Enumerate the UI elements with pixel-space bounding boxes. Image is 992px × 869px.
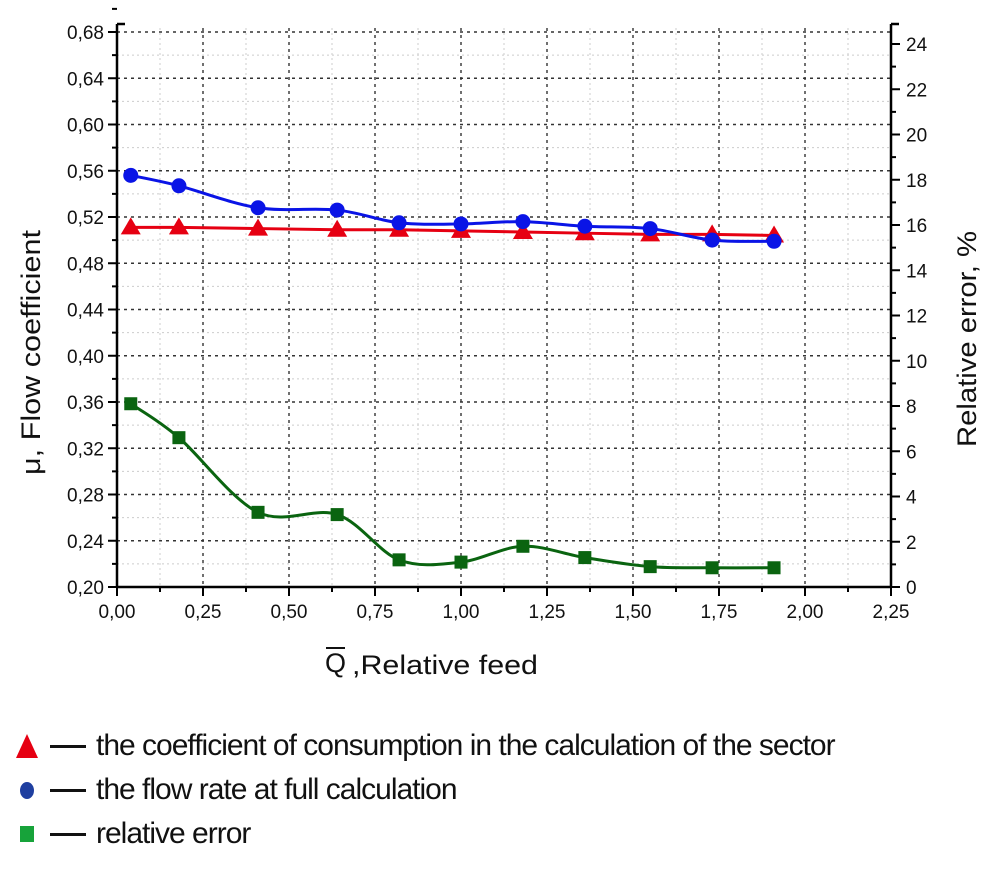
data-point-triangle xyxy=(512,222,533,240)
data-point-circle xyxy=(766,233,782,249)
x-tick-label: 1,50 xyxy=(615,602,652,623)
data-point-square xyxy=(705,561,719,575)
x-axis-symbol: Q xyxy=(325,648,346,678)
y2-tick-label: 18 xyxy=(906,171,927,192)
legend-item: the coefficient of consumption in the ca… xyxy=(14,724,836,768)
data-point-square xyxy=(578,551,592,565)
y2-tick-label: 22 xyxy=(906,80,927,101)
data-point-square xyxy=(251,505,265,519)
x-tick-label: 0,75 xyxy=(357,602,394,623)
legend: the coefficient of consumption in the ca… xyxy=(14,724,836,856)
x-tick-label: 0,50 xyxy=(271,602,308,623)
y-tick-label: 0,56 xyxy=(67,162,104,183)
x-tick-label: 2,25 xyxy=(873,602,910,623)
y2-tick-label: 24 xyxy=(906,35,928,56)
green-square-icon xyxy=(20,826,34,842)
y-axis-label: μ, Flow coefficient xyxy=(16,229,46,475)
chart: 0,00 0,25 0,50 0,75 1,00 1,25 1,50 1,75 2,00 2,25… xyxy=(16,7,982,680)
legend-label: the flow rate at full calculation xyxy=(96,773,458,806)
legend-dash xyxy=(50,744,86,748)
data-point-circle xyxy=(577,218,593,234)
y-tick-label: 0,40 xyxy=(67,347,104,368)
y2-tick-label: 12 xyxy=(906,307,927,328)
red-triangle-icon xyxy=(16,734,38,758)
blue-circle-icon xyxy=(20,781,34,799)
data-point-circle xyxy=(171,178,187,194)
y2-tick-label: 2 xyxy=(906,533,917,554)
data-point-circle xyxy=(329,202,345,218)
data-point-square xyxy=(124,397,138,411)
data-point-circle xyxy=(704,232,720,248)
data-point-circle xyxy=(453,216,469,232)
y2-axis-label: Relative error, % xyxy=(952,231,982,447)
y-tick-label: 0,36 xyxy=(67,393,104,414)
legend-label: relative error xyxy=(96,817,251,850)
data-point-triangle xyxy=(168,217,189,235)
data-point-triangle xyxy=(327,219,348,237)
data-point-square xyxy=(643,560,657,574)
x-tick-label: 0,25 xyxy=(185,602,222,623)
y-tick-label: 0,64 xyxy=(67,69,104,90)
x-tick-label: 2,00 xyxy=(787,602,824,623)
y2-tick-label: 0 xyxy=(906,578,917,599)
x-tick-label: 1,25 xyxy=(529,602,566,623)
legend-label: the coefficient of consumption in the ca… xyxy=(96,729,836,762)
data-point-square xyxy=(767,561,781,575)
data-point-circle xyxy=(642,221,658,237)
legend-dash xyxy=(50,788,86,792)
y-tick-label: 0,28 xyxy=(67,486,104,507)
legend-item: the flow rate at full calculation xyxy=(14,768,835,812)
y-tick-label: 0,20 xyxy=(67,578,104,599)
data-point-square xyxy=(392,553,406,567)
x-tick-label: 1,75 xyxy=(701,602,738,623)
data-point-circle xyxy=(123,167,139,183)
y-tick-label: 0,24 xyxy=(67,532,104,553)
x-tick-label: 0,00 xyxy=(99,602,136,623)
data-point-square xyxy=(454,555,468,569)
data-point-square xyxy=(516,539,530,553)
y2-tick-label: 20 xyxy=(906,126,927,147)
data-point-square xyxy=(330,508,344,522)
x-axis-label: ,Relative feed xyxy=(352,650,538,680)
series-line-square xyxy=(129,402,775,570)
y-tick-label: 0,68 xyxy=(67,23,104,44)
legend-item: relative error xyxy=(14,812,835,856)
data-point-circle xyxy=(515,214,531,230)
data-point-circle xyxy=(250,200,266,216)
series-layer xyxy=(120,167,785,575)
y2-tick-label: 10 xyxy=(906,352,927,373)
legend-dash xyxy=(50,832,86,836)
y-tick-label: 0,52 xyxy=(67,208,104,229)
x-tick-label: 1,00 xyxy=(443,602,480,623)
y2-tick-label: 8 xyxy=(906,397,917,418)
y2-tick-label: 4 xyxy=(906,488,917,509)
data-point-circle xyxy=(391,215,407,231)
grid xyxy=(117,28,891,587)
data-point-square xyxy=(172,431,186,445)
y2-tick-label: 16 xyxy=(906,216,927,237)
y-tick-label: 0,48 xyxy=(67,254,104,275)
y-tick-label: 0,44 xyxy=(67,301,104,322)
axes: 0,00 0,25 0,50 0,75 1,00 1,25 1,50 1,75 2,00 2,25… xyxy=(67,7,928,623)
y-tick-label: 0,32 xyxy=(67,439,104,460)
y-tick-label: 0,60 xyxy=(67,116,104,137)
data-point-triangle xyxy=(248,218,269,236)
y2-tick-label: 14 xyxy=(906,261,928,282)
y2-tick-label: 6 xyxy=(906,442,917,463)
data-point-triangle xyxy=(120,217,141,235)
